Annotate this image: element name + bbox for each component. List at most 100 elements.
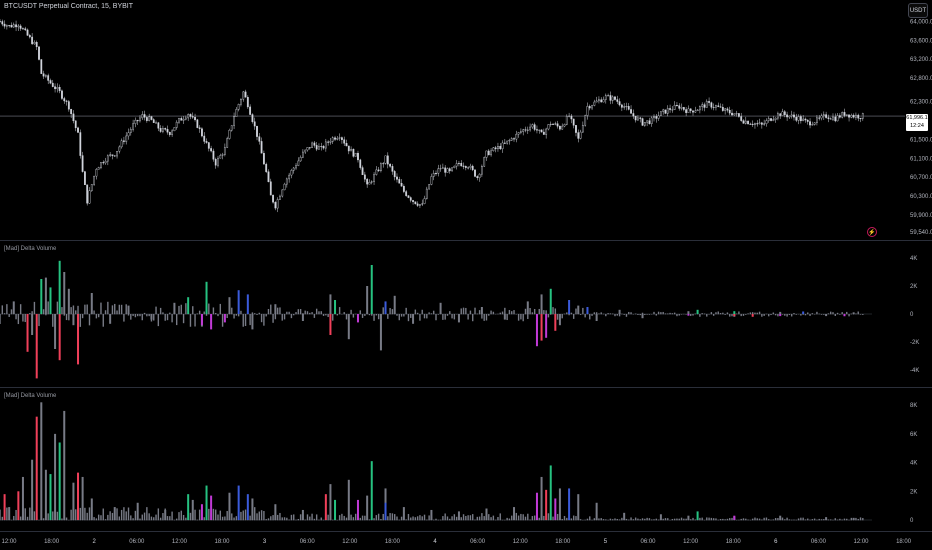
volume-bar [579,314,582,315]
volume-bar [527,513,529,521]
volume-bar [272,314,274,323]
volume-bar [405,307,407,315]
volume-bar [279,307,281,315]
volume-bar [153,314,155,321]
delta-bar [301,314,304,321]
time-tick-label: 12:00 [172,539,188,545]
volume-bar [476,313,479,315]
volume-bar [306,311,309,315]
volume-bar [414,517,417,521]
alert-icon[interactable]: ⚡ [867,227,877,237]
volume-bar [795,314,797,315]
volume-bar [756,518,758,521]
candle-body [412,200,414,202]
volume-bar [410,517,412,521]
currency-button[interactable]: USDT [908,3,928,18]
candle-body [235,109,238,117]
volume-bar [159,517,162,521]
volume-bar [669,312,671,315]
volume-bar [171,314,173,323]
candle-body [848,114,850,118]
volume-bar [100,302,102,315]
volume-bar [221,516,224,521]
volume-bar [116,508,118,521]
candle-body [191,116,194,118]
candle-body [302,151,304,158]
delta-bar [347,314,350,340]
volume-tick-label: 6K [910,432,917,438]
volume-bar [646,517,648,521]
candle-body [476,176,479,179]
volume-tick-label: 4K [910,256,917,262]
candle-body [35,42,38,48]
volume-bar [621,313,623,315]
volume-bar [552,516,554,521]
volume-bar [8,314,10,317]
candle-body [634,115,637,121]
candle-body [756,123,759,125]
candle-body [162,128,164,132]
volume-bar [428,312,430,315]
volume-bar [566,312,568,315]
candle-body [717,105,720,107]
candle-body [33,42,36,45]
volume-bar [178,512,180,521]
volume-bar [309,312,311,315]
volume-bar [322,314,325,316]
candle-body [692,110,694,113]
candle-body [274,202,277,209]
candle-body [494,147,497,150]
volume-bar [717,311,719,315]
volume-bar [15,314,17,320]
volume-bar [582,307,584,315]
volume-bar [690,314,692,316]
candle-body [611,96,614,101]
volume-bar [543,310,545,315]
candle-body [226,138,229,148]
volume-bar [531,516,534,521]
volume-bar [157,314,160,327]
volume-bar [182,514,185,521]
candle-body [324,141,327,149]
candle-body [591,105,593,109]
volume-bar [543,515,545,521]
candle-body [432,173,435,177]
volume-bar [391,513,394,521]
volume-bar [311,312,313,315]
volume-bar [146,314,148,317]
volume-bar [309,516,311,521]
volume-bar [735,313,738,315]
candle-body [109,154,112,157]
volume-bar [244,314,247,326]
volume-bar [97,314,100,318]
volume-bar [416,516,419,521]
volume-bar [274,314,277,320]
volume-bar [770,314,772,316]
volume-bar [286,311,288,315]
delta-bar [687,314,690,316]
delta-bar [586,307,589,314]
volume-bar [320,517,322,521]
volume-bar [203,517,205,521]
candle-body [171,130,174,135]
delta-bar [40,402,43,520]
candle-body [774,117,777,120]
candle-body [818,117,821,119]
candle-body [168,132,171,135]
volume-bar [196,519,199,521]
volume-bar [242,314,244,327]
volume-bar [623,314,625,315]
candle-body [175,121,178,128]
time-tick-label: 12:00 [853,539,869,545]
volume-bar [412,516,414,521]
volume-bar [462,307,465,315]
delta-bar [329,314,332,335]
candle-body [370,181,373,183]
candle-body [338,137,341,139]
volume-bar [61,518,63,521]
volume-bar [563,313,566,315]
candle-body [579,131,582,139]
candle-body [3,23,6,27]
volume-bar [460,517,462,521]
